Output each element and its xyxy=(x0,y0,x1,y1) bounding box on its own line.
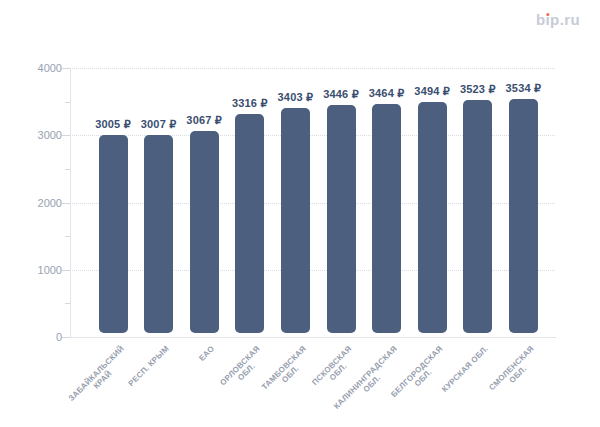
y-axis-tick xyxy=(62,270,70,271)
bar[interactable] xyxy=(99,135,128,333)
bar[interactable] xyxy=(372,104,401,333)
bar[interactable] xyxy=(327,105,356,333)
x-axis-label: КУРСКАЯ ОБЛ. xyxy=(440,344,490,394)
bar-value-label: 3067 ₽ xyxy=(169,114,239,127)
y-axis-tick-label: 3000 xyxy=(18,129,62,141)
x-axis-label: СМОЛЕНСКАЯОБЛ. xyxy=(487,344,542,399)
bar[interactable] xyxy=(418,102,447,333)
x-axis-line xyxy=(70,337,556,338)
bar[interactable] xyxy=(509,99,538,333)
y-axis-tick-label: 4000 xyxy=(18,62,62,74)
y-axis-tick xyxy=(62,203,70,204)
x-axis-label: ЕАО xyxy=(198,344,217,363)
bar[interactable] xyxy=(463,100,492,333)
bar[interactable] xyxy=(190,131,219,333)
page: bıp.ru 010002000300040003005 ₽ЗАБАЙКАЛЬС… xyxy=(0,0,600,427)
x-axis-label: ТАМБОВСКАЯОБЛ. xyxy=(260,344,314,398)
y-axis-tick xyxy=(62,68,70,69)
bar[interactable] xyxy=(281,108,310,333)
y-axis-line xyxy=(70,68,71,337)
y-axis-tick-label: 1000 xyxy=(18,264,62,276)
bar-value-label: 3534 ₽ xyxy=(488,82,558,95)
grid-line xyxy=(70,68,555,69)
y-axis-tick xyxy=(62,135,70,136)
x-axis-label: РЕСП. КРЫМ xyxy=(127,344,171,388)
y-axis-tick-label: 2000 xyxy=(18,197,62,209)
y-axis-tick xyxy=(62,337,70,338)
bar-chart: 010002000300040003005 ₽ЗАБАЙКАЛЬСКИЙКРАЙ… xyxy=(0,0,600,427)
x-axis-label: ЗАБАЙКАЛЬСКИЙКРАЙ xyxy=(66,344,131,409)
y-axis-tick-label: 0 xyxy=(18,331,62,343)
bar[interactable] xyxy=(235,114,264,333)
bar[interactable] xyxy=(144,135,173,333)
